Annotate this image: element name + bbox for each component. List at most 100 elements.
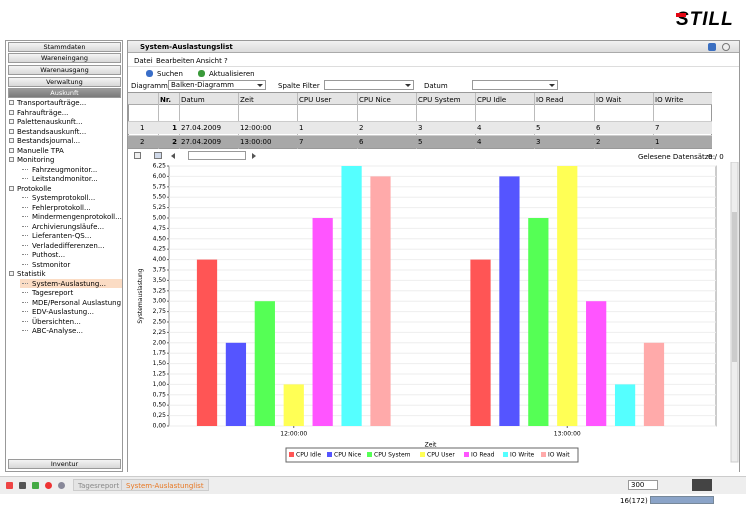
tree-item[interactable]: Statistik [17, 270, 46, 278]
tree-item[interactable]: MDE/Personal Auslastung [32, 298, 122, 307]
tree-item[interactable]: Monitoring [17, 156, 55, 164]
status-icon[interactable] [6, 482, 13, 489]
column-header[interactable]: IO Read [536, 96, 564, 104]
tree-item[interactable]: Palettenauskunft... [17, 118, 83, 126]
tree-connector [22, 282, 28, 284]
menu-item[interactable]: Ansicht [196, 57, 222, 65]
pager-arrow[interactable] [168, 153, 175, 159]
pager-arrow[interactable] [252, 153, 259, 159]
tree-item[interactable]: Protokolle [17, 184, 52, 193]
nav-button[interactable]: Inventur [8, 459, 121, 469]
tree-item[interactable]: Übersichten... [32, 317, 81, 326]
x-tick-label: 12:00:00 [280, 431, 307, 438]
tree-item[interactable]: Lieferanten-QS... [32, 232, 92, 240]
tree-item[interactable]: System-Auslastung... [32, 279, 106, 288]
status-tab[interactable]: Tagesreport [73, 479, 125, 491]
legend-label: IO Wait [548, 452, 570, 459]
y-tick-label: 5,50 [153, 194, 167, 201]
pager-input[interactable] [188, 151, 246, 160]
filter-select[interactable] [472, 80, 558, 90]
column-header[interactable]: CPU User [299, 96, 332, 104]
column-header[interactable]: Datum [181, 96, 205, 104]
column-header[interactable]: CPU Nice [359, 96, 391, 104]
status-input[interactable]: 300 [628, 480, 658, 490]
tree-item[interactable]: Transportaufträge... [17, 99, 87, 107]
filter-select[interactable] [324, 80, 414, 90]
bar [370, 176, 391, 426]
status-tab[interactable]: System-Auslastunglist [121, 479, 209, 491]
table-row[interactable] [128, 121, 712, 134]
nav-button[interactable]: Wareneingang [8, 53, 121, 63]
tree-item[interactable]: EDV-Auslastung... [32, 308, 94, 316]
bar [312, 218, 333, 426]
y-tick-label: 1,25 [153, 371, 167, 378]
tree-item[interactable]: Archivierungsläufe... [32, 222, 105, 231]
window-icon[interactable] [708, 43, 716, 51]
column-header[interactable]: IO Wait [596, 96, 622, 104]
y-axis-label: Systemauslastung [137, 268, 144, 323]
tree-item[interactable]: Puthost... [32, 251, 66, 259]
pager-count: 0 / 0 [708, 153, 724, 161]
progress-bar [650, 496, 714, 504]
y-tick-label: 2,00 [153, 339, 167, 346]
logo: STILL [676, 9, 734, 30]
y-tick-label: 0,50 [153, 402, 167, 409]
tree-item[interactable]: Bestandsjournal... [17, 137, 81, 145]
bars [196, 166, 665, 426]
column-header[interactable]: CPU System [418, 96, 461, 104]
menu-item[interactable]: Bearbeiten [156, 57, 195, 65]
tree-item[interactable]: ABC-Analyse... [32, 327, 83, 335]
status-icon[interactable] [58, 482, 65, 489]
legend-swatch [327, 452, 332, 457]
legend-swatch [367, 452, 372, 457]
y-tick-label: 1,00 [153, 381, 167, 388]
filter-select[interactable]: Balken-Diagramm [168, 80, 266, 90]
tree-item[interactable]: Tagesreport [32, 289, 74, 297]
tree-item[interactable]: Sstmonitor [32, 260, 71, 269]
nav-button[interactable]: Warenausgang [8, 65, 121, 75]
tree-item[interactable]: Mindermengenprotokoll... [32, 213, 122, 221]
column-header[interactable]: IO Write [655, 96, 684, 104]
nav-button[interactable]: Verwaltung [8, 77, 121, 87]
tree-item[interactable]: Verladedifferenzen... [32, 241, 105, 250]
dropdown-arrow [405, 84, 411, 90]
table-cell: 1 [172, 124, 177, 132]
nav-button[interactable]: Stammdaten [8, 42, 121, 52]
table-cell: 3 [536, 138, 541, 146]
filter-value: Balken-Diagramm [171, 81, 234, 89]
toolbar-button[interactable]: Aktualisieren [209, 70, 255, 78]
status-bar: Tagesreport System-Auslastunglist 300 16(17… [0, 476, 746, 505]
menu-item[interactable]: Datei [134, 57, 153, 65]
nav-button[interactable]: Auskunft [8, 88, 121, 98]
column-header[interactable]: Nr. [160, 96, 171, 104]
tree-item[interactable]: Manuelle TPA [17, 146, 64, 155]
legend-swatch [289, 452, 294, 457]
tree-item[interactable]: Bestandsauskunft... [17, 127, 87, 136]
tree-item[interactable]: Fahrzeugmonitor... [32, 165, 98, 174]
filter-label: Spalte Filter [278, 82, 320, 90]
tree-icon [9, 138, 14, 143]
toolbar-button[interactable]: Suchen [157, 70, 183, 78]
tree-item[interactable]: Systemprotokoll... [32, 194, 96, 202]
status-icon[interactable] [45, 482, 52, 489]
y-tick-label: 4,75 [153, 225, 167, 232]
pager-icon[interactable] [154, 152, 162, 159]
table-row[interactable] [128, 135, 712, 148]
tree-item[interactable]: Leitstandmonitor... [32, 175, 98, 183]
table-cell: 12:00:00 [240, 124, 272, 132]
table-cell: 2 [172, 138, 177, 146]
tree-item[interactable]: Fahraufträge... [17, 108, 69, 117]
menu-item[interactable]: ? [224, 57, 228, 65]
y-tick-label: 4,50 [153, 235, 167, 242]
table-cell: 4 [477, 124, 482, 132]
status-icon[interactable] [19, 482, 26, 489]
table-cell: 7 [655, 124, 660, 132]
column-header[interactable]: Zeit [240, 96, 254, 104]
pager-icon[interactable] [134, 152, 141, 159]
column-header[interactable]: CPU Idle [477, 96, 507, 104]
status-icon[interactable] [32, 482, 39, 489]
dropdown-arrow [257, 84, 263, 90]
close-icon[interactable] [722, 43, 730, 51]
tree-item[interactable]: Fehlerprotokoll... [32, 203, 91, 212]
